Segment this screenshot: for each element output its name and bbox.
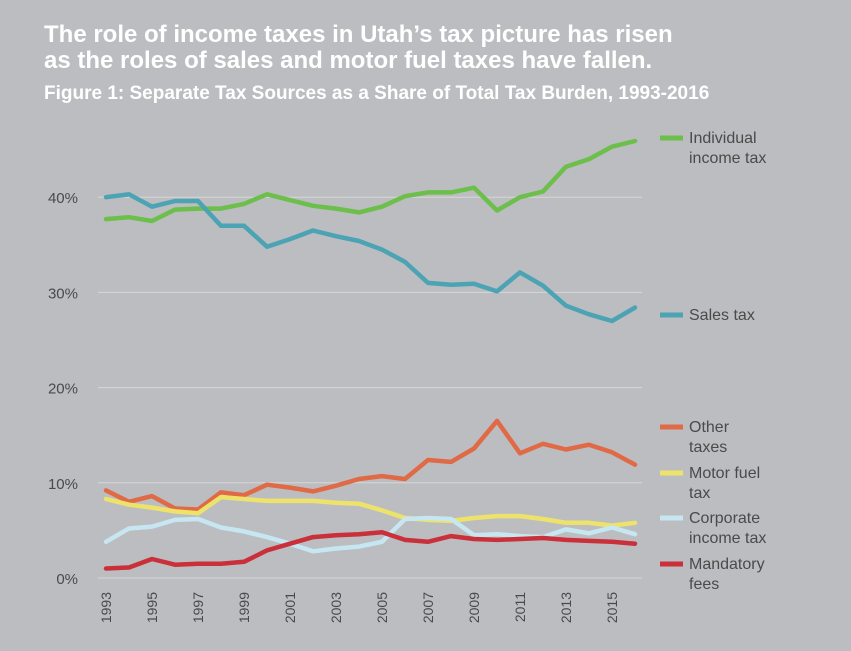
legend-label: Corporate [689,510,760,527]
legend-label: taxes [689,439,727,456]
y-tick-label: 10% [48,476,78,493]
legend-label: income tax [689,150,766,167]
x-tick-label: 2005 [374,592,390,623]
legend-label: fees [689,576,719,593]
y-axis-ticks: 0% 10% 20% 30% 40% [48,190,78,588]
series-line [103,515,638,554]
x-tick-label: 1999 [236,592,252,623]
x-axis-ticks: 1993 1995 1997 1999 2001 2003 2005 2007 2009 2011… [98,592,620,623]
legend-label: Sales tax [689,307,755,324]
y-tick-label: 20% [48,381,78,398]
series-line [103,530,638,571]
y-tick-label: 40% [48,190,78,207]
x-tick-label: 2007 [420,592,436,623]
y-tick-label: 30% [48,285,78,302]
figure-title: Figure 1: Separate Tax Sources as a Shar… [44,83,710,104]
legend-label: income tax [689,530,766,547]
x-tick-label: 2001 [282,592,298,623]
headline-line-1: The role of income taxes in Utah’s tax p… [44,21,673,48]
x-tick-label: 2013 [558,592,574,623]
series-layer [103,138,638,571]
x-tick-label: 1997 [190,592,206,623]
legend: Individual income tax Sales tax Other taxes M… [660,130,766,593]
x-tick-label: 1993 [98,592,114,623]
x-tick-label: 2003 [328,592,344,623]
series-line [103,192,638,324]
x-tick-label: 2015 [604,592,620,623]
headline-line-2: as the roles of sales and motor fuel tax… [44,47,653,74]
series-line [103,418,638,512]
x-tick-label: 2009 [466,592,482,623]
headline: The role of income taxes in Utah’s tax p… [44,22,834,74]
x-tick-label: 2011 [512,592,528,622]
legend-label: Mandatory [689,556,765,573]
legend-label: Individual [689,130,757,147]
legend-label: Motor fuel [689,465,760,482]
y-tick-label: 0% [56,571,78,588]
legend-label: Other [689,419,730,436]
series-line [103,494,638,528]
series-line [103,138,638,224]
legend-label: tax [689,485,710,502]
x-tick-label: 1995 [144,592,160,623]
